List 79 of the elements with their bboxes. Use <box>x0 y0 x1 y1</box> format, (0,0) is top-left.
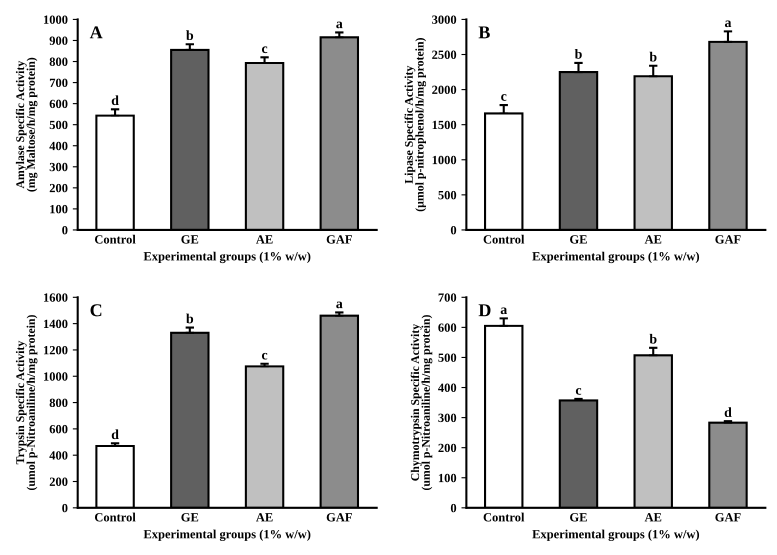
x-tick-label: Control <box>94 512 136 522</box>
y-tick-label: 600 <box>50 100 68 108</box>
y-tick-label: 1200 <box>44 346 68 354</box>
y-tick-label: 200 <box>50 478 68 486</box>
annotation: D <box>478 304 490 316</box>
y-tick-label: 500 <box>50 120 68 130</box>
x-tick-label: AE <box>644 235 662 244</box>
y-tick-label: 1000 <box>44 372 68 381</box>
y-axis-title: Trypsin Specific Activity (umol p-Nitroaniline/h/mg protein) <box>16 315 38 490</box>
annotation: c <box>262 46 268 54</box>
y-tick-label: 300 <box>438 414 456 422</box>
y-tick-label: 400 <box>49 142 68 150</box>
y-tick-label: 1600 <box>44 293 68 302</box>
y-axis-title: Lipase Specific Activity (µmol p-nitrophenol/h/mg protein) <box>404 38 426 212</box>
y-tick-label: 500 <box>438 353 456 362</box>
y-tick-label: 1400 <box>44 320 68 328</box>
annotation: b <box>574 48 582 59</box>
y-tick-label: 100 <box>50 204 68 214</box>
y-tick-label: 1500 <box>432 120 456 130</box>
y-tick-label: 300 <box>50 162 68 172</box>
annotation: C <box>90 304 102 316</box>
y-tick-label: 1000 <box>44 15 68 24</box>
annotation: a <box>336 302 343 308</box>
x-tick-label: AE <box>644 513 662 522</box>
annotation: c <box>262 352 268 360</box>
x-tick-label: Control <box>484 512 524 522</box>
annotation: B <box>478 26 490 38</box>
y-tick-label: 800 <box>50 398 68 408</box>
y-tick-label: 700 <box>438 293 456 302</box>
y-tick-label: 3000 <box>432 15 456 24</box>
annotation: d <box>724 407 732 417</box>
x-tick-label: GAF <box>326 235 352 244</box>
x-tick-label: GE <box>181 513 198 522</box>
x-tick-label: Control <box>94 234 136 244</box>
annotation: d <box>112 429 119 440</box>
x-tick-label: AE <box>256 513 273 522</box>
x-tick-label: AE <box>256 235 273 244</box>
x-axis-title: Experimental groups (1% w/w) <box>532 252 700 264</box>
y-tick-label: 0 <box>62 226 68 234</box>
annotation: b <box>186 314 194 324</box>
annotation: b <box>650 334 657 344</box>
x-axis-title: Experimental groups (1% w/w) <box>144 252 310 264</box>
annotation: b <box>650 52 657 62</box>
y-tick-label: 400 <box>49 451 68 460</box>
y-tick-label: 0 <box>450 504 456 512</box>
y-tick-label: 2500 <box>432 50 456 59</box>
y-tick-label: 0 <box>62 504 68 512</box>
annotation: c <box>501 94 506 101</box>
y-tick-label: 900 <box>50 36 68 45</box>
y-tick-label: 0 <box>450 226 456 234</box>
x-tick-label: GAF <box>715 513 741 522</box>
y-tick-label: 500 <box>438 190 456 200</box>
annotation: b <box>186 30 194 40</box>
y-axis-title: Amylase Specific Activity (mg Maltose/h/mg protein) <box>16 58 38 192</box>
y-tick-label: 100 <box>438 474 456 482</box>
y-tick-label: 700 <box>50 78 68 88</box>
x-tick-label: GE <box>570 235 587 244</box>
annotation: c <box>576 388 582 395</box>
x-tick-label: GE <box>181 235 198 244</box>
x-tick-label: GAF <box>715 235 741 244</box>
annotation: d <box>112 95 119 106</box>
y-axis-title: Chymotrypsin Specific Activity (umol p-Nitroaniline/h/mg protein) <box>410 315 432 490</box>
y-tick-label: 600 <box>50 424 68 434</box>
x-tick-label: GAF <box>326 513 352 522</box>
annotation: A <box>90 26 103 38</box>
annotation: a <box>724 20 732 28</box>
y-tick-label: 1000 <box>432 156 456 164</box>
y-tick-label: 200 <box>438 444 456 452</box>
x-axis-title: Experimental groups (1% w/w) <box>532 530 700 542</box>
y-tick-label: 200 <box>50 184 68 192</box>
annotation: a <box>336 22 343 28</box>
annotation: a <box>500 307 508 314</box>
y-tick-label: 2000 <box>432 86 456 94</box>
x-tick-label: GE <box>570 513 587 522</box>
y-tick-label: 400 <box>438 384 456 392</box>
x-tick-label: Control <box>484 234 524 244</box>
x-axis-title: Experimental groups (1% w/w) <box>144 530 310 542</box>
y-tick-label: 600 <box>438 323 456 332</box>
y-tick-label: 800 <box>50 58 68 66</box>
